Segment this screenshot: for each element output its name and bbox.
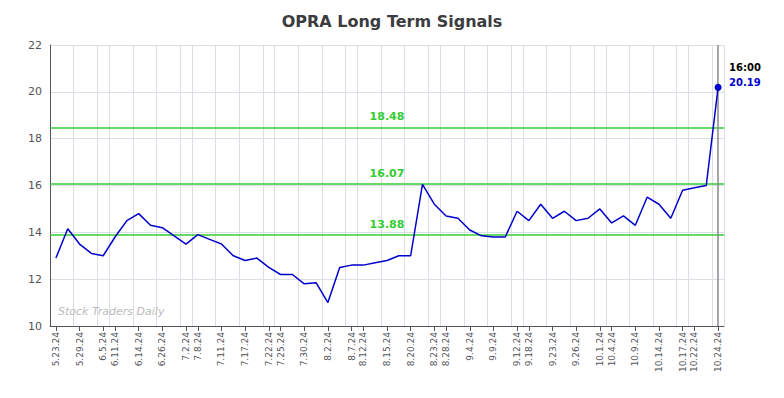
svg-text:7.11.24: 7.11.24: [216, 332, 226, 367]
svg-text:16.07: 16.07: [370, 167, 405, 180]
svg-text:10.9.24: 10.9.24: [630, 332, 640, 367]
svg-text:8.20.24: 8.20.24: [406, 332, 416, 367]
svg-text:10.24.24: 10.24.24: [713, 332, 723, 372]
svg-text:10.14.24: 10.14.24: [654, 332, 664, 372]
svg-text:8.23.24: 8.23.24: [429, 332, 439, 367]
svg-text:8.7.24: 8.7.24: [347, 332, 357, 361]
svg-text:14: 14: [28, 226, 42, 239]
svg-text:7.17.24: 7.17.24: [240, 332, 250, 367]
svg-text:8.28.24: 8.28.24: [441, 332, 451, 367]
svg-text:7.25.24: 7.25.24: [276, 332, 286, 367]
svg-text:6.5.24: 6.5.24: [98, 332, 108, 361]
svg-text:7.2.24: 7.2.24: [181, 332, 191, 361]
svg-text:7.22.24: 7.22.24: [264, 332, 274, 367]
svg-text:7.30.24: 7.30.24: [299, 332, 309, 367]
svg-text:5.29.24: 5.29.24: [75, 332, 85, 367]
svg-text:10: 10: [28, 320, 42, 333]
svg-text:13.88: 13.88: [370, 218, 405, 231]
svg-text:18.48: 18.48: [370, 110, 405, 123]
svg-text:9.4.24: 9.4.24: [465, 332, 475, 361]
svg-text:6.11.24: 6.11.24: [110, 332, 120, 367]
svg-text:12: 12: [28, 273, 42, 286]
svg-text:10.17.24: 10.17.24: [678, 332, 688, 372]
svg-text:16:00: 16:00: [729, 62, 761, 73]
svg-text:8.12.24: 8.12.24: [358, 332, 368, 367]
svg-text:20.19: 20.19: [729, 77, 761, 88]
svg-text:10.22.24: 10.22.24: [689, 332, 699, 372]
svg-text:10.1.24: 10.1.24: [595, 332, 605, 367]
svg-text:5.23.24: 5.23.24: [51, 332, 61, 367]
svg-text:18: 18: [28, 132, 42, 145]
svg-text:10.4.24: 10.4.24: [607, 332, 617, 367]
svg-text:20: 20: [28, 85, 42, 98]
svg-text:8.15.24: 8.15.24: [382, 332, 392, 367]
svg-text:9.18.24: 9.18.24: [524, 332, 534, 367]
svg-text:Stock Traders Daily: Stock Traders Daily: [58, 305, 165, 318]
svg-text:6.26.24: 6.26.24: [157, 332, 167, 367]
svg-text:22: 22: [28, 39, 42, 52]
svg-text:9.26.24: 9.26.24: [571, 332, 581, 367]
svg-text:16: 16: [28, 179, 42, 192]
svg-text:9.23.24: 9.23.24: [548, 332, 558, 367]
svg-text:OPRA Long Term Signals: OPRA Long Term Signals: [282, 12, 503, 31]
svg-text:9.12.24: 9.12.24: [512, 332, 522, 367]
svg-text:9.9.24: 9.9.24: [488, 332, 498, 361]
svg-text:7.8.24: 7.8.24: [193, 332, 203, 361]
svg-text:6.14.24: 6.14.24: [134, 332, 144, 367]
svg-text:8.2.24: 8.2.24: [323, 332, 333, 361]
